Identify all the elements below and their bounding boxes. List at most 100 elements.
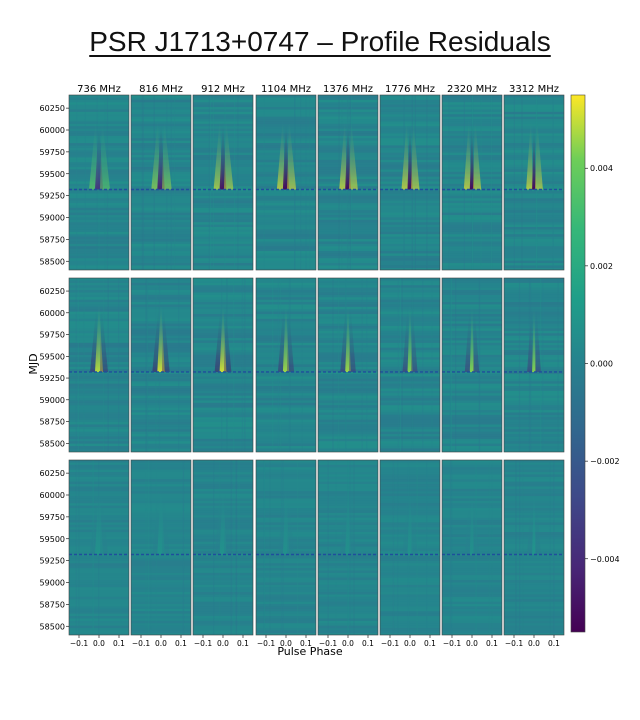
noise-band xyxy=(256,239,316,242)
noise-band xyxy=(318,102,378,105)
noise-band xyxy=(256,253,316,256)
noise-band xyxy=(131,215,191,218)
noise-band xyxy=(504,604,564,607)
noise-band xyxy=(193,568,253,571)
noise-band xyxy=(256,241,316,244)
noise-band xyxy=(318,294,378,298)
noise-band xyxy=(318,217,378,220)
residual-feature-left xyxy=(152,299,160,372)
noise-streak xyxy=(300,95,302,270)
noise-band xyxy=(256,102,316,105)
noise-band xyxy=(193,292,253,295)
noise-band xyxy=(442,476,502,480)
noise-band xyxy=(193,446,253,449)
noise-band xyxy=(69,594,129,597)
noise-band xyxy=(69,253,129,256)
noise-band xyxy=(69,212,129,216)
noise-streak xyxy=(263,95,265,270)
noise-band xyxy=(442,405,502,408)
noise-band xyxy=(69,297,129,300)
noise-band xyxy=(69,280,129,283)
noise-band xyxy=(442,383,502,387)
noise-band xyxy=(256,393,316,396)
residual-feature-left xyxy=(527,299,533,372)
noise-band xyxy=(504,205,564,208)
noise-band xyxy=(318,210,378,213)
panel-frame xyxy=(503,94,565,271)
noise-band xyxy=(69,246,129,249)
noise-band xyxy=(69,623,129,626)
noise-band xyxy=(69,241,129,244)
noise-band xyxy=(442,258,502,261)
noise-band xyxy=(131,297,191,300)
noise-band xyxy=(193,592,253,595)
noise-band xyxy=(318,378,378,382)
noise-band xyxy=(131,407,191,411)
noise-band xyxy=(193,217,253,220)
noise-band xyxy=(131,410,191,413)
noise-band xyxy=(131,198,191,201)
noise-band xyxy=(131,114,191,117)
noise-band xyxy=(442,102,502,105)
noise-band xyxy=(69,398,129,401)
panel-frame xyxy=(379,94,441,271)
noise-band xyxy=(69,222,129,225)
noise-band xyxy=(504,398,564,401)
residual-feature-left xyxy=(339,116,347,190)
noise-band xyxy=(131,381,191,384)
noise-band xyxy=(193,410,253,413)
noise-band xyxy=(69,443,129,447)
noise-band xyxy=(69,383,129,387)
noise-band xyxy=(193,398,253,401)
noise-band xyxy=(131,246,191,249)
noise-streak xyxy=(75,95,78,270)
noise-band xyxy=(69,191,129,194)
noise-band xyxy=(504,611,564,614)
noise-band xyxy=(442,429,502,432)
residual-feature-right xyxy=(473,481,480,555)
noise-band xyxy=(380,462,440,465)
noise-band xyxy=(504,606,564,609)
noise-band xyxy=(256,260,316,264)
noise-band xyxy=(193,623,253,626)
panel-r2-c4 xyxy=(255,277,317,453)
noise-band xyxy=(380,556,440,559)
noise-band xyxy=(256,200,316,204)
noise-band xyxy=(504,195,564,199)
panel-r3-c2 xyxy=(130,459,192,636)
residual-feature-right xyxy=(535,481,541,555)
noise-band xyxy=(131,203,191,206)
noise-streak xyxy=(337,278,340,452)
noise-band xyxy=(504,556,564,559)
noise-band xyxy=(504,474,564,477)
noise-band xyxy=(131,99,191,103)
panel-r1-c5 xyxy=(317,94,379,271)
noise-band xyxy=(193,604,253,607)
noise-band xyxy=(256,479,316,482)
residual-feature-left xyxy=(213,116,222,190)
panel-frame xyxy=(441,94,503,271)
noise-streak xyxy=(118,278,120,452)
noise-band xyxy=(504,243,564,247)
noise-band xyxy=(69,255,129,259)
noise-band xyxy=(256,556,316,559)
noise-band xyxy=(318,212,378,216)
noise-streak xyxy=(297,460,299,635)
noise-band xyxy=(193,297,253,300)
noise-band xyxy=(69,378,129,382)
noise-band xyxy=(256,282,316,286)
noise-band xyxy=(131,429,191,432)
noise-band xyxy=(69,556,129,559)
noise-band xyxy=(69,287,129,291)
noise-band xyxy=(193,565,253,569)
noise-band xyxy=(193,407,253,411)
noise-band xyxy=(442,371,502,375)
noise-band xyxy=(318,260,378,264)
panel-r1-c1 xyxy=(68,94,130,271)
noise-band xyxy=(193,294,253,298)
x-tick-label: 0.1 xyxy=(362,639,374,648)
noise-band xyxy=(131,422,191,425)
residual-feature-core xyxy=(532,116,536,190)
panel-frame xyxy=(130,94,192,271)
noise-band xyxy=(442,414,502,418)
